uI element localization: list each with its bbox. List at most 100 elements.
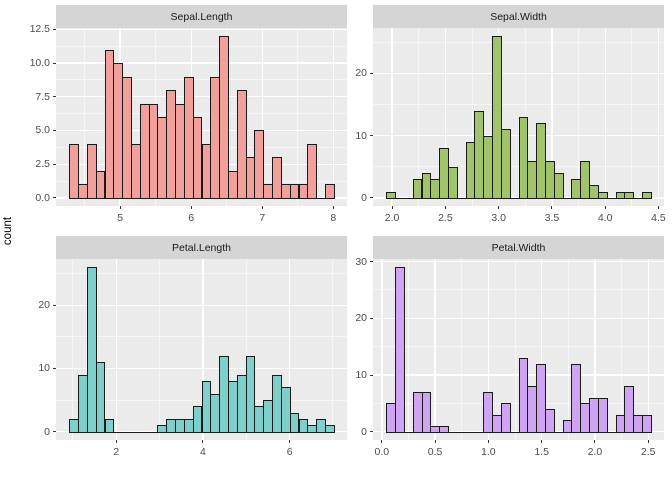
y-axis-tick-mark — [370, 261, 373, 263]
y-axis-tick-label: 0 — [361, 425, 367, 438]
plot-panel — [373, 28, 664, 206]
gridline-minor-x — [471, 28, 473, 206]
histogram-bar — [395, 267, 405, 433]
x-axis-tick-mark — [487, 440, 489, 443]
histogram-bar — [624, 191, 635, 199]
facet-title: Sepal.Width — [490, 10, 547, 23]
x-axis-tick-mark — [381, 440, 383, 443]
x-axis-tick-label: 6 — [286, 446, 293, 458]
gridline-major-x — [202, 259, 204, 440]
gridline-minor-x — [72, 259, 74, 440]
histogram-bar — [307, 143, 318, 199]
y-axis-title: count — [2, 216, 14, 246]
x-axis-tick-label: 2.0 — [587, 446, 603, 458]
y-axis-tick-label: 0 — [361, 191, 367, 204]
gridline-major-x — [594, 259, 596, 440]
x-axis-tick-mark — [594, 440, 596, 443]
y-axis-tick-mark — [53, 197, 56, 199]
x-axis-tick-label: 4.5 — [651, 212, 666, 224]
gridline-major-x — [540, 259, 543, 440]
y-axis-tick-mark — [53, 28, 56, 30]
histogram-bar — [483, 392, 494, 433]
gridline-minor-x — [159, 259, 161, 440]
histogram-bar — [597, 191, 608, 199]
histogram-zero-bin — [403, 431, 414, 433]
y-axis-tick-label: 10 — [38, 362, 50, 375]
y-axis-tick-mark — [53, 431, 56, 433]
facet-title: Petal.Length — [172, 241, 231, 254]
histogram-zero-bin — [316, 197, 326, 199]
gridline-major-y — [56, 367, 347, 370]
gridline-minor-x — [245, 259, 247, 440]
x-axis-tick-label: 2.5 — [640, 446, 656, 458]
gridline-minor-y — [373, 41, 664, 43]
gridline-major-x — [332, 28, 334, 206]
histogram-bar — [624, 386, 635, 433]
gridline-minor-x — [418, 28, 420, 206]
gridline-minor-x — [461, 259, 463, 440]
gridline-major-y — [373, 72, 664, 75]
facet-strip: Petal.Width — [373, 236, 664, 259]
histogram-bar — [500, 403, 511, 433]
histogram-bar — [104, 419, 115, 433]
gridline-major-y — [56, 96, 347, 98]
y-axis-tick-label: 20 — [355, 67, 367, 80]
facet-title: Petal.Width — [491, 241, 546, 254]
gridline-minor-x — [514, 259, 516, 440]
histogram-zero-bin — [562, 197, 573, 199]
histogram-bar — [544, 409, 555, 433]
histogram-zero-bin — [447, 431, 458, 433]
histogram-bar — [386, 191, 397, 199]
histogram-bar — [95, 362, 106, 433]
gridline-major-x — [261, 28, 263, 206]
y-axis-tick-mark — [370, 72, 373, 74]
x-axis-tick-mark — [202, 440, 204, 443]
x-axis-tick-mark — [391, 206, 393, 209]
gridline-major-y — [373, 260, 664, 263]
histogram-zero-bin — [456, 431, 467, 433]
gridline-minor-x — [631, 28, 633, 206]
gridline-minor-y — [373, 104, 664, 106]
y-axis-tick-label: 12.5 — [29, 23, 50, 36]
x-axis-tick-mark — [289, 440, 291, 443]
y-axis-tick-mark — [53, 367, 56, 369]
gridline-major-x — [647, 259, 649, 440]
histogram-zero-bin — [113, 431, 124, 433]
histogram-bar — [500, 129, 511, 199]
histogram-bar — [447, 166, 458, 199]
x-axis-tick-label: 1.5 — [534, 446, 549, 458]
histogram-zero-bin — [456, 197, 467, 199]
histogram-zero-bin — [130, 431, 141, 433]
y-axis-tick-label: 5.0 — [35, 124, 50, 137]
histogram-bar — [597, 397, 608, 433]
x-axis-tick-mark — [541, 440, 543, 443]
histogram-bar — [272, 157, 282, 199]
histogram-zero-bin — [465, 431, 476, 433]
gridline-major-x — [657, 28, 660, 206]
x-axis-tick-mark — [261, 206, 263, 209]
gridline-major-y — [56, 62, 347, 64]
x-axis-tick-mark — [434, 440, 436, 443]
histogram-bar — [439, 426, 449, 433]
gridline-minor-y — [56, 79, 347, 81]
histogram-zero-bin — [122, 431, 132, 433]
gridline-major-x — [604, 28, 606, 206]
y-axis-tick-label: 20 — [38, 299, 50, 312]
histogram-zero-bin — [606, 197, 617, 199]
y-axis-tick-mark — [53, 96, 56, 98]
gridline-minor-y — [56, 45, 347, 47]
plot-panel — [56, 28, 347, 206]
y-axis-tick-label: 10 — [355, 369, 367, 382]
gridline-minor-x — [621, 259, 623, 440]
x-axis-tick-label: 2.0 — [384, 212, 400, 224]
histogram-bar — [219, 36, 229, 199]
histogram-bar — [324, 184, 335, 199]
facet-title: Sepal.Length — [170, 10, 233, 23]
histogram-bar — [641, 191, 652, 199]
x-axis-tick-label: 3.5 — [544, 212, 560, 224]
histogram-bar — [86, 267, 97, 433]
plot-panel — [373, 259, 664, 440]
x-axis-tick-label: 4.0 — [597, 212, 613, 224]
histogram-bar — [536, 363, 546, 433]
histogram-bar — [421, 392, 432, 433]
